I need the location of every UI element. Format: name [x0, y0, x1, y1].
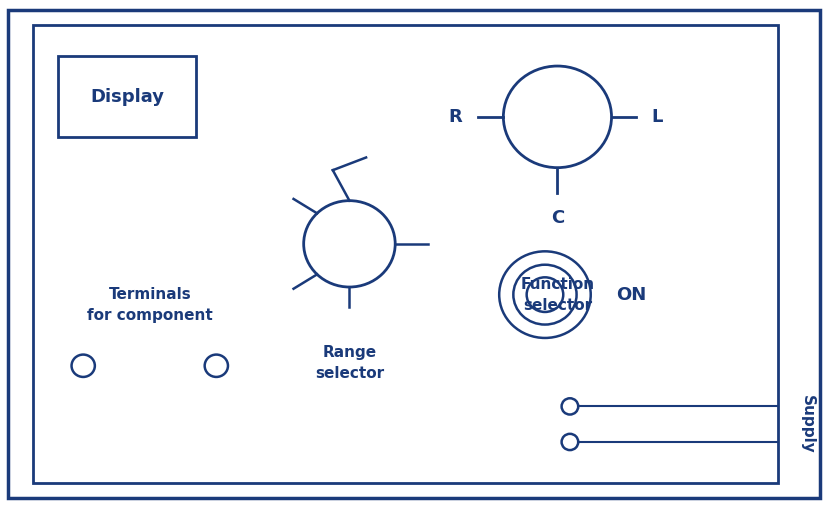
Text: Range
selector: Range selector [314, 345, 384, 381]
Text: Function
selector: Function selector [520, 277, 595, 312]
Text: Terminals
for component: Terminals for component [87, 287, 213, 323]
Text: L: L [651, 108, 663, 126]
Text: R: R [448, 108, 462, 126]
Text: Display: Display [90, 87, 164, 106]
Bar [33, 25, 778, 483]
Text: ON: ON [616, 285, 646, 304]
Bar [58, 56, 196, 137]
Text: Supply: Supply [800, 395, 815, 454]
Text: C: C [551, 209, 564, 228]
